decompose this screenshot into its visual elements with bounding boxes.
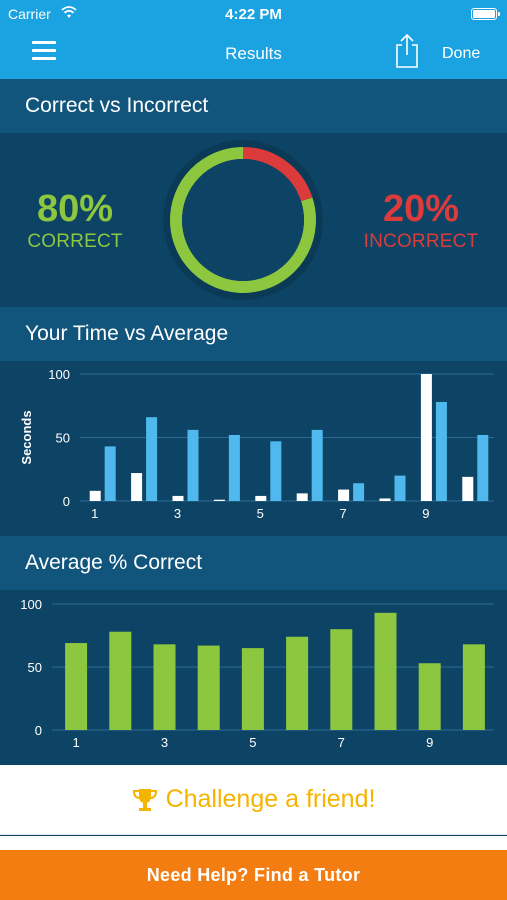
bar-series-1-6 bbox=[296, 493, 308, 501]
bar-series-2-7 bbox=[353, 483, 365, 501]
carrier-label: Carrier bbox=[8, 6, 51, 22]
correct-label: CORRECT bbox=[27, 231, 123, 252]
challenge-friend-button[interactable]: Challenge a friend! bbox=[0, 765, 507, 835]
bar-series-2-2 bbox=[146, 417, 158, 501]
section-header-correct-vs-incorrect: Correct vs Incorrect bbox=[0, 79, 507, 133]
status-bar: Carrier 4:22 PM bbox=[0, 0, 507, 30]
bar-series-2-4 bbox=[228, 434, 240, 501]
y-tick-label: 0 bbox=[35, 723, 42, 738]
x-tick-label: 9 bbox=[426, 735, 433, 750]
menu-icon[interactable] bbox=[32, 41, 56, 61]
bar-1 bbox=[65, 643, 88, 730]
section-title: Your Time vs Average bbox=[25, 322, 229, 345]
bar-series-1-10 bbox=[462, 476, 474, 501]
correct-percentage: 80% bbox=[36, 188, 114, 230]
correct-stat: 80% CORRECT bbox=[20, 188, 130, 253]
correct-incorrect-panel: 80% CORRECT 20% INCORRECT bbox=[0, 133, 507, 307]
y-axis-label: Seconds bbox=[19, 410, 34, 464]
y-tick-label: 100 bbox=[48, 367, 70, 382]
done-button[interactable]: Done bbox=[442, 45, 481, 62]
incorrect-stat: 20% INCORRECT bbox=[355, 188, 487, 253]
donut-incorrect-arc bbox=[170, 147, 316, 293]
bar-series-1-1 bbox=[89, 490, 101, 501]
bar-series-1-2 bbox=[131, 473, 143, 501]
bar-series-1-5 bbox=[255, 495, 267, 501]
page-title: Results bbox=[225, 44, 282, 63]
bar-4 bbox=[197, 645, 220, 730]
bar-series-2-3 bbox=[187, 429, 199, 501]
bar-series-2-6 bbox=[311, 429, 323, 501]
x-tick-label: 3 bbox=[161, 735, 168, 750]
x-tick-label: 1 bbox=[91, 506, 98, 521]
bar-3 bbox=[153, 644, 176, 730]
y-tick-label: 50 bbox=[56, 431, 70, 446]
bar-6 bbox=[286, 636, 309, 730]
x-tick-label: 7 bbox=[339, 506, 346, 521]
wifi-icon bbox=[61, 6, 77, 18]
x-tick-label: 9 bbox=[422, 506, 429, 521]
top-bar: Carrier 4:22 PM Results Done bbox=[0, 0, 507, 79]
spacer bbox=[0, 836, 507, 850]
section-title: Correct vs Incorrect bbox=[25, 94, 209, 117]
clock: 4:22 PM bbox=[225, 6, 282, 23]
x-tick-label: 5 bbox=[257, 506, 264, 521]
bar-series-2-10 bbox=[477, 434, 489, 501]
average-correct-chart: 0 50 100 1 3 5 7 9 bbox=[20, 597, 494, 750]
trophy-icon bbox=[132, 788, 157, 811]
incorrect-label: INCORRECT bbox=[363, 231, 479, 252]
time-vs-average-chart: 0 50 100 Seconds 1 3 5 7 9 bbox=[19, 367, 494, 521]
y-tick-label: 100 bbox=[20, 597, 42, 612]
y-tick-label: 50 bbox=[28, 660, 42, 675]
bar-series-2-5 bbox=[270, 441, 282, 501]
bar-series-1-8 bbox=[379, 498, 391, 501]
challenge-label: Challenge a friend! bbox=[165, 785, 376, 813]
y-tick-label: 0 bbox=[63, 494, 70, 509]
correct-chart-panel: 0 50 100 1 3 5 7 9 bbox=[0, 590, 507, 765]
bar-5 bbox=[241, 648, 264, 730]
incorrect-percentage: 20% bbox=[382, 188, 460, 230]
battery-icon bbox=[471, 8, 500, 20]
x-tick-label: 3 bbox=[174, 506, 181, 521]
bar-series-2-1 bbox=[104, 446, 116, 501]
bar-series-1-9 bbox=[420, 374, 432, 501]
x-tick-label: 1 bbox=[72, 735, 79, 750]
correct-incorrect-donut bbox=[163, 140, 323, 300]
bar-10 bbox=[462, 644, 485, 730]
time-chart-panel: 0 50 100 Seconds 1 3 5 7 9 bbox=[0, 361, 507, 536]
section-header-time-vs-average: Your Time vs Average bbox=[0, 307, 507, 361]
section-title: Average % Correct bbox=[25, 551, 203, 574]
bar-series-2-8 bbox=[394, 475, 406, 501]
section-header-average-correct: Average % Correct bbox=[0, 536, 507, 590]
tutor-label: Need Help? Find a Tutor bbox=[146, 864, 361, 885]
bar-9 bbox=[418, 663, 441, 730]
find-tutor-button[interactable]: Need Help? Find a Tutor bbox=[0, 850, 507, 900]
bar-series-1-4 bbox=[213, 499, 225, 501]
bar-series-1-7 bbox=[338, 489, 350, 501]
x-tick-label: 5 bbox=[249, 735, 256, 750]
share-icon[interactable] bbox=[394, 33, 420, 69]
x-tick-label: 7 bbox=[338, 735, 345, 750]
bar-2 bbox=[109, 631, 132, 730]
bar-series-1-3 bbox=[172, 495, 184, 501]
bar-series-2-9 bbox=[435, 401, 447, 501]
bar-7 bbox=[330, 629, 353, 730]
bar-8 bbox=[374, 612, 397, 730]
